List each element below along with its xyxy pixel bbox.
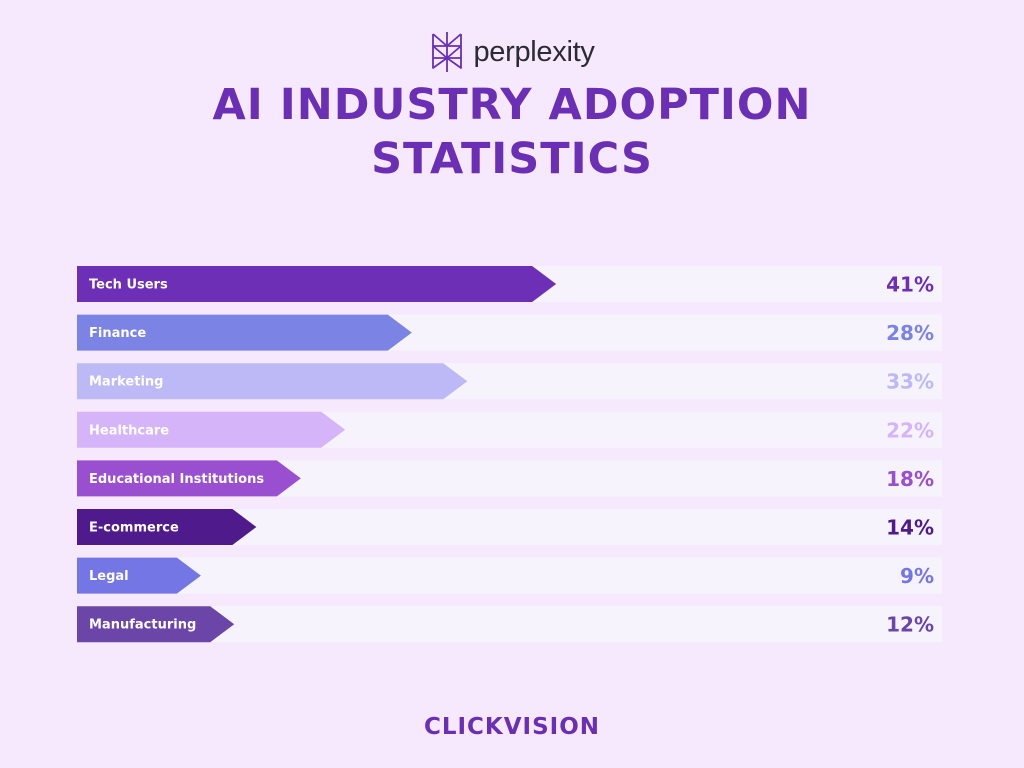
category-label: Manufacturing <box>89 618 196 633</box>
brand-name: perplexity <box>473 35 595 68</box>
value-label: 41% <box>886 273 934 297</box>
category-label: Educational Institutions <box>89 472 264 487</box>
bar-row: Marketing 33% <box>77 363 942 400</box>
category-label: E-commerce <box>89 521 179 536</box>
value-label: 14% <box>886 516 934 540</box>
bar <box>77 266 557 302</box>
value-label: 18% <box>886 467 934 491</box>
title-line-2: STATISTICS <box>371 134 653 184</box>
bar-track <box>77 557 942 594</box>
value-label: 9% <box>900 564 934 588</box>
category-label: Finance <box>89 326 146 341</box>
value-label: 12% <box>886 613 934 637</box>
category-label: Tech Users <box>89 278 168 293</box>
bar <box>77 460 301 497</box>
bar-row: Healthcare 22% <box>77 411 942 448</box>
page-title: AI INDUSTRY ADOPTION STATISTICS <box>0 78 1024 186</box>
bar <box>77 363 468 400</box>
bar <box>77 606 235 643</box>
perplexity-logo: perplexity <box>0 30 1024 74</box>
value-label: 33% <box>886 370 934 394</box>
footer: CLICKVISION <box>0 714 1024 740</box>
bar-row: Educational Institutions 18% <box>77 460 942 497</box>
bar <box>77 509 257 545</box>
perplexity-icon <box>432 32 463 72</box>
bar-row: Finance 28% <box>77 314 942 351</box>
value-label: 22% <box>886 418 934 442</box>
category-label: Marketing <box>89 375 163 390</box>
bar-row: Legal 9% <box>77 557 942 594</box>
bar-row: Manufacturing 12% <box>77 606 942 643</box>
bar <box>77 557 201 594</box>
clickvision-logo: CLICKVISION <box>423 714 601 740</box>
value-label: 28% <box>886 321 934 345</box>
category-label: Legal <box>89 569 129 584</box>
title-line-1: AI INDUSTRY ADOPTION <box>212 80 812 130</box>
bar <box>77 314 412 351</box>
bar-row: E-commerce 14% <box>77 509 942 545</box>
bar-row: Tech Users 41% <box>77 266 942 302</box>
category-label: Healthcare <box>89 423 169 438</box>
bar <box>77 411 346 448</box>
